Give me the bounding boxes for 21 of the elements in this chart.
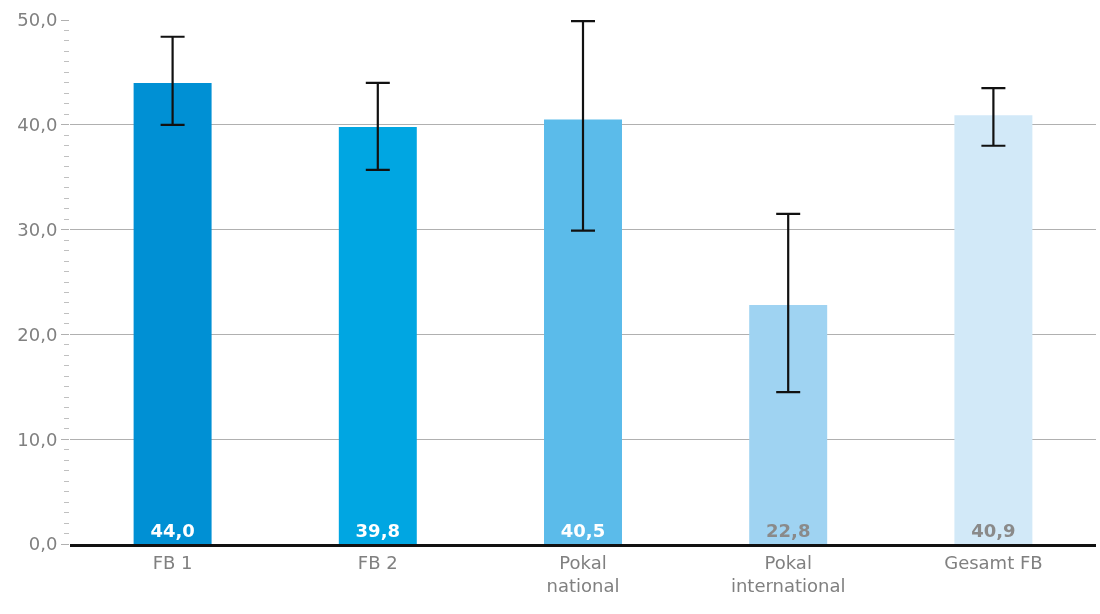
data-label: 40,5 <box>560 520 606 541</box>
x-tick-label: Gesamt FB <box>944 551 1043 573</box>
y-tick-label: 50,0 <box>17 9 58 31</box>
y-tick-label: 0,0 <box>28 533 58 555</box>
x-tick-label: FB 2 <box>357 551 398 573</box>
data-label: 44,0 <box>150 520 195 541</box>
bar <box>338 126 417 544</box>
y-tick-label: 30,0 <box>17 218 58 240</box>
x-tick-label: FB 1 <box>152 551 193 573</box>
x-tick-label: Pokal national <box>546 551 620 596</box>
bar <box>749 305 828 544</box>
bar <box>544 119 622 544</box>
data-label: 39,8 <box>355 520 401 541</box>
x-tick-label: Pokal international <box>730 551 846 596</box>
y-tick-label: 10,0 <box>17 428 58 450</box>
data-label: 22,8 <box>765 520 811 541</box>
bar <box>954 115 1033 544</box>
y-tick-label: 40,0 <box>17 114 58 136</box>
y-tick-label: 20,0 <box>17 323 58 345</box>
data-label: 40,9 <box>971 520 1016 541</box>
bar <box>133 82 212 544</box>
